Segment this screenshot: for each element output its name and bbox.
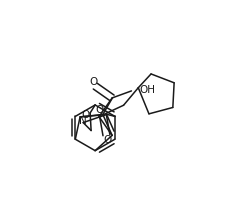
Text: O: O — [89, 77, 97, 87]
Text: O: O — [95, 105, 103, 115]
Text: O: O — [103, 135, 112, 145]
Text: O: O — [81, 110, 89, 120]
Text: OH: OH — [139, 85, 155, 95]
Text: N: N — [79, 116, 87, 126]
